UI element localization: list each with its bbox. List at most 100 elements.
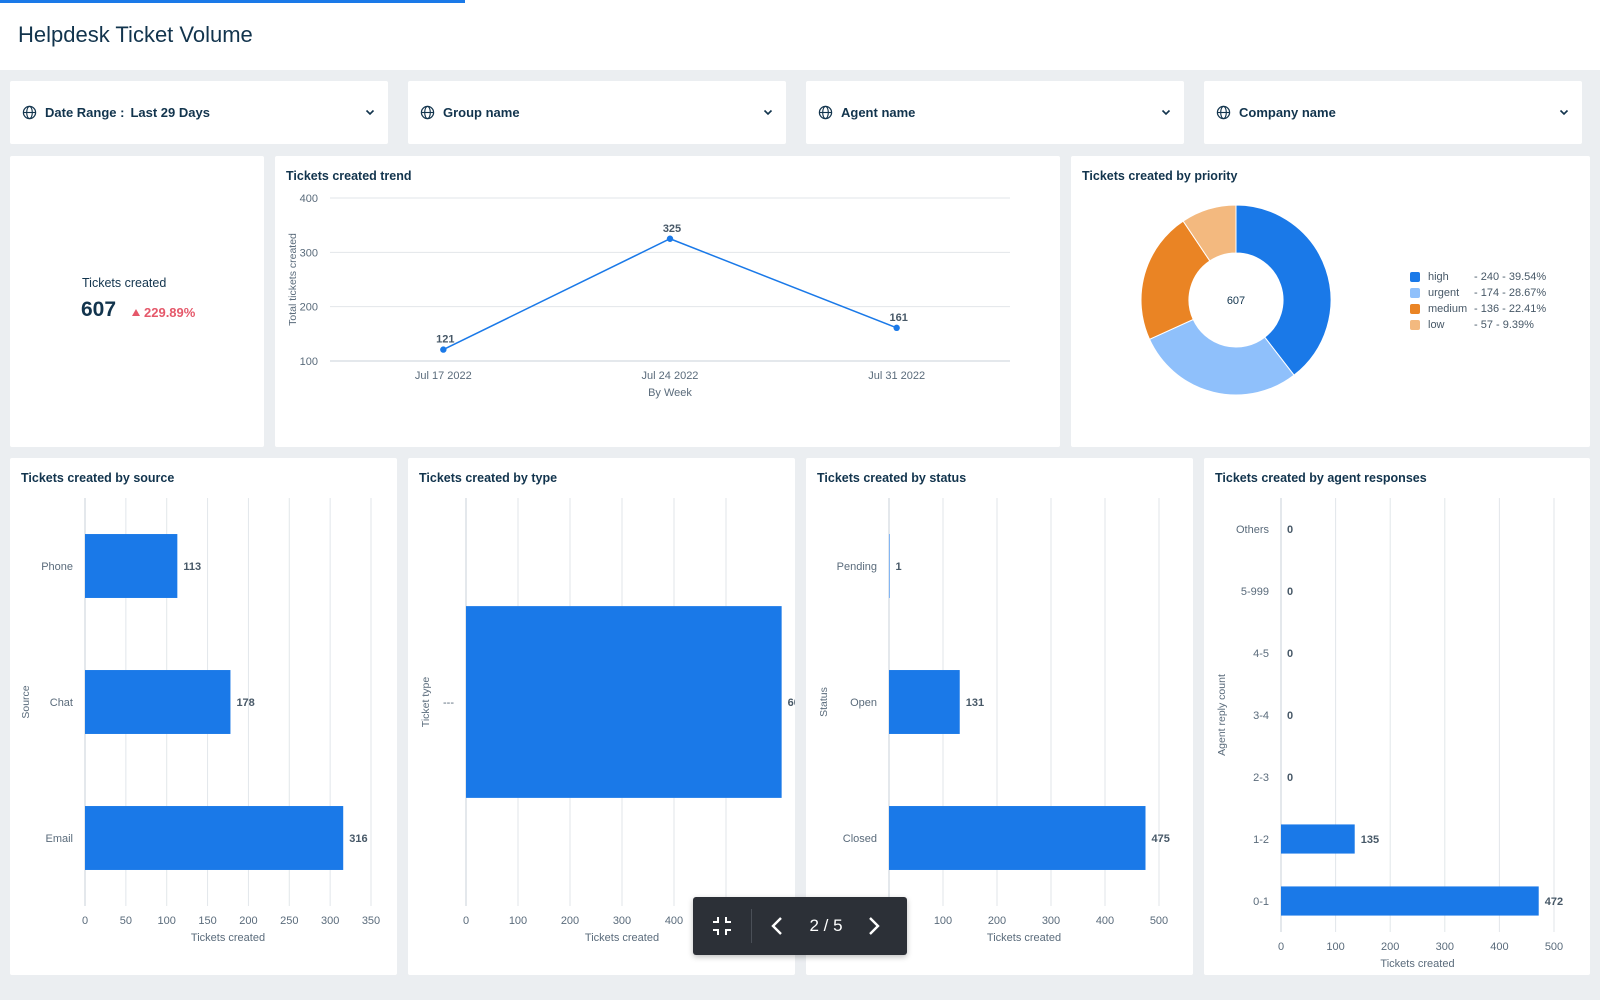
- legend-swatch: [1410, 304, 1420, 314]
- data-label: 475: [1152, 833, 1170, 845]
- globe-icon: [1216, 105, 1231, 120]
- trend-chart: 100 200 300 400 Jul 17 2022 Jul 24 2022 Jul 31…: [287, 193, 1010, 399]
- y-tick-label: Chat: [50, 697, 73, 709]
- bar: [889, 670, 960, 734]
- legend-item-urgent[interactable]: urgent - 174 - 28.67%: [1410, 285, 1546, 301]
- chart-title: Tickets created by priority: [1082, 169, 1238, 183]
- date-range-filter[interactable]: Date Range : Last 29 Days: [10, 81, 388, 144]
- x-tick-label: 100: [934, 915, 952, 927]
- legend-swatch: [1410, 288, 1420, 298]
- legend-value: - 57 - 9.39%: [1474, 319, 1534, 331]
- trend-up-icon: [132, 309, 140, 316]
- y-tick-label: Open: [850, 697, 877, 709]
- y-tick-label: ---: [443, 697, 454, 709]
- legend-value: - 136 - 22.41%: [1474, 303, 1547, 315]
- legend-item-medium[interactable]: medium - 136 - 22.41%: [1410, 301, 1546, 317]
- legend-item-low[interactable]: low - 57 - 9.39%: [1410, 317, 1546, 333]
- agent-name-filter[interactable]: Agent name: [806, 81, 1184, 144]
- bar: [1281, 886, 1539, 916]
- y-tick-label: Closed: [843, 833, 877, 845]
- legend-label: urgent: [1428, 287, 1460, 299]
- y-axis-label: Source: [20, 685, 32, 718]
- y-tick-label: 400: [300, 193, 318, 205]
- data-label: 1: [896, 561, 902, 573]
- y-axis-label: Total tickets created: [287, 233, 299, 326]
- data-label: 472: [1545, 896, 1563, 908]
- chart-title: Tickets created trend: [286, 169, 412, 183]
- x-tick-label: 200: [561, 915, 579, 927]
- bar: [1281, 824, 1355, 854]
- data-label: 161: [889, 312, 907, 324]
- x-tick-label: 200: [1381, 941, 1399, 953]
- chart-title: Tickets created by agent responses: [1215, 471, 1427, 485]
- x-axis-label: Tickets created: [585, 932, 659, 944]
- x-tick-label: 50: [120, 915, 132, 927]
- x-tick-label: 400: [1490, 941, 1508, 953]
- chevron-left-icon[interactable]: [765, 913, 791, 939]
- x-tick-label: 100: [158, 915, 176, 927]
- x-tick-label: 0: [82, 915, 88, 927]
- kpi-value: 607: [81, 298, 117, 321]
- data-label: 113: [183, 561, 201, 573]
- chevron-right-icon[interactable]: [860, 913, 886, 939]
- chevron-down-icon: [1559, 109, 1569, 116]
- y-tick-label: 0-1: [1253, 896, 1269, 908]
- x-axis-label: Tickets created: [191, 932, 265, 944]
- legend-item-high[interactable]: high - 240 - 39.54%: [1410, 269, 1546, 285]
- x-tick-label: 100: [509, 915, 527, 927]
- legend-swatch: [1410, 320, 1420, 330]
- source-bar-chart: 0 50 100 150 200 250 300 350 Phone 113 Chat 178 Emai…: [20, 498, 380, 944]
- company-name-filter[interactable]: Company name: [1204, 81, 1582, 144]
- chart-title: Tickets created by status: [817, 471, 967, 485]
- x-tick-label: 300: [321, 915, 339, 927]
- chart-title: Tickets created by type: [419, 471, 558, 485]
- x-axis-label: Tickets created: [1380, 958, 1454, 970]
- loading-progress-bar-overlay: [0, 0, 465, 3]
- x-axis-label: By Week: [648, 387, 692, 399]
- kpi-change: 229.89%: [132, 305, 195, 320]
- bar: [85, 534, 178, 598]
- pager-divider: [751, 909, 752, 943]
- collapse-icon[interactable]: [707, 911, 737, 941]
- y-axis-label: Agent reply count: [1216, 674, 1228, 756]
- kpi-change-value: 229.89%: [144, 305, 196, 320]
- y-tick-label: 300: [300, 247, 318, 259]
- x-tick-label: 500: [1545, 941, 1563, 953]
- page-title: Helpdesk Ticket Volume: [18, 22, 253, 47]
- group-name-filter[interactable]: Group name: [408, 81, 786, 144]
- legend-swatch: [1410, 272, 1420, 282]
- y-tick-label: Pending: [837, 561, 877, 573]
- data-label: 178: [236, 697, 254, 709]
- y-tick-label: 1-2: [1253, 834, 1269, 846]
- data-point: [893, 324, 900, 332]
- chevron-down-icon: [763, 109, 773, 116]
- page-indicator: 2 / 5: [809, 916, 843, 935]
- filter-label: Agent name: [841, 105, 916, 120]
- data-label: 0: [1287, 710, 1293, 722]
- data-label: 0: [1287, 524, 1293, 536]
- filter-label: Company name: [1239, 105, 1336, 120]
- status-chart-card: Tickets created by status 01002003004005…: [806, 458, 1193, 975]
- data-label: 131: [966, 697, 984, 709]
- x-tick-label: 0: [1278, 941, 1284, 953]
- agent-responses-bar-chart: 0 100 200 300 400 500 Others 0 5-999 0 4-5 0 3-4 0 2-3…: [1216, 498, 1563, 970]
- kpi-card: Tickets created 607 229.89%: [10, 156, 264, 447]
- y-axis-label: Status: [818, 687, 830, 717]
- series-line: [443, 237, 897, 351]
- x-tick-label: 300: [613, 915, 631, 927]
- source-chart-card: Tickets created by source 0 50 100 150 200 25…: [10, 458, 397, 975]
- x-tick-label: Jul 17 2022: [415, 370, 472, 382]
- kpi-label: Tickets created: [82, 276, 167, 290]
- y-tick-label: 2-3: [1253, 772, 1269, 784]
- x-tick-label: 350: [362, 915, 380, 927]
- pie-slice-medium: [1140, 220, 1211, 341]
- x-tick-label: 200: [239, 915, 257, 927]
- pie-slice-urgent: [1148, 318, 1295, 396]
- globe-icon: [22, 105, 37, 120]
- data-label: 316: [349, 833, 367, 845]
- bar: [85, 806, 344, 870]
- filter-value: Last 29 Days: [130, 105, 210, 120]
- globe-icon: [818, 105, 833, 120]
- pie-slice-high: [1235, 204, 1332, 376]
- priority-donut-chart: 607: [1140, 204, 1332, 396]
